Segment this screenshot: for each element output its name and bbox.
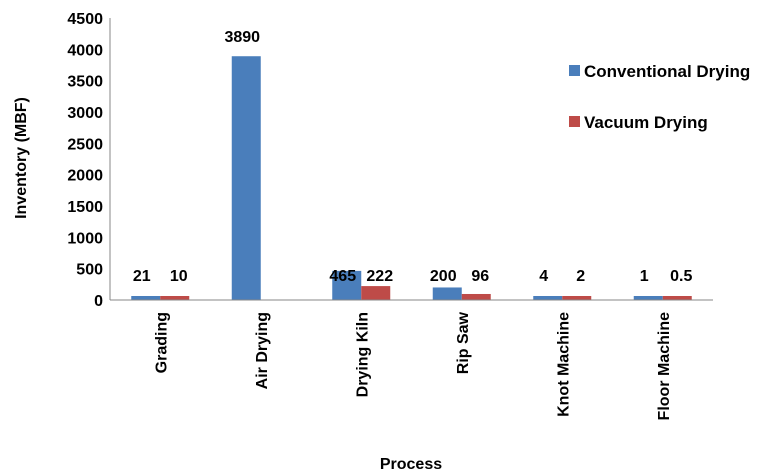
x-axis-categories: Grading Air Drying Drying Kiln Rip Saw Knot …: [153, 311, 673, 420]
x-category-label: Rip Saw: [455, 311, 472, 374]
data-label: 21: [133, 268, 151, 285]
bar-conventional: [231, 56, 261, 300]
y-tick-label: 3000: [67, 105, 103, 122]
bars: [131, 56, 692, 300]
data-label: 10: [170, 268, 188, 285]
data-label: 2: [576, 268, 585, 285]
bar-conventional: [432, 287, 462, 300]
y-axis-title: Inventory (MBF): [13, 97, 30, 219]
y-tick-label: 3500: [67, 74, 103, 91]
y-tick-label: 1000: [67, 230, 103, 247]
y-axis-ticks: 0 500 1000 1500 2000 2500 3000 3500 4000 4500: [67, 11, 103, 310]
x-category-label: Air Drying: [254, 312, 271, 389]
x-axis-title: Process: [380, 456, 442, 473]
y-tick-label: 2500: [67, 136, 103, 153]
bar-conventional: [633, 296, 663, 300]
data-label: 1: [640, 268, 649, 285]
y-tick-label: 4000: [67, 42, 103, 59]
legend-swatch: [569, 65, 580, 76]
data-label: 3890: [224, 29, 260, 46]
data-label: 96: [471, 268, 489, 285]
bar-vacuum: [662, 296, 692, 300]
x-category-label: Grading: [153, 312, 170, 373]
legend-swatch: [569, 116, 580, 127]
y-tick-label: 500: [76, 262, 103, 279]
data-label: 0.5: [670, 268, 692, 285]
x-category-label: Floor Machine: [656, 312, 673, 421]
data-label: 4: [539, 268, 548, 285]
y-tick-label: 0: [94, 293, 103, 310]
x-category-label: Knot Machine: [555, 312, 572, 417]
bar-conventional: [131, 296, 161, 300]
bar-vacuum: [562, 296, 592, 300]
bar-conventional: [332, 270, 362, 300]
y-tick-label: 4500: [67, 11, 103, 28]
legend: Conventional Drying Vacuum Drying: [569, 62, 750, 132]
y-tick-label: 1500: [67, 199, 103, 216]
x-category-label: Drying Kiln: [354, 312, 371, 397]
data-label: 200: [430, 268, 457, 285]
legend-label: Vacuum Drying: [584, 113, 708, 132]
data-label: 465: [329, 268, 356, 285]
bar-vacuum: [461, 293, 491, 300]
legend-label: Conventional Drying: [584, 62, 750, 81]
y-tick-label: 2000: [67, 168, 103, 185]
bar-conventional: [533, 296, 563, 300]
bar-vacuum: [361, 286, 391, 300]
bar-vacuum: [160, 296, 190, 300]
data-label: 222: [366, 268, 393, 285]
